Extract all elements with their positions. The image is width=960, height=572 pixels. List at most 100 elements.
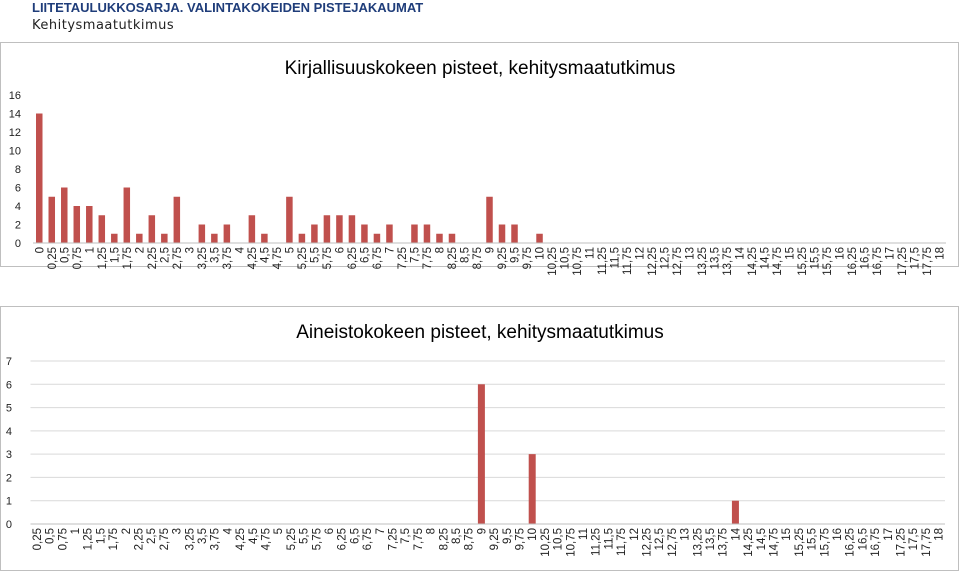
x-tick-label: 15,5 [810,247,822,269]
x-tick-label: 8,5 [459,247,471,263]
bar-1,25 [98,215,106,243]
bar-5,5 [311,224,318,243]
bar-9,25 [498,224,506,243]
x-tick-label: 9,75 [515,528,527,550]
x-tick-label: 6,5 [359,247,371,263]
x-tick-label: 3,75 [210,528,222,550]
x-tick-label: 8,25 [438,528,450,550]
x-tick-label: 17,75 [921,528,933,557]
document-subheading: Kehitysmaatutkimus [32,18,175,33]
x-tick-label: 2 [121,528,133,534]
bar-1,75 [123,187,131,243]
x-tick-label: 9,25 [489,528,501,550]
x-tick-label: 11 [578,528,590,540]
x-tick-label: 2 [134,247,146,253]
x-tick-label: 2,25 [147,247,159,269]
kirjallisuuskoe-bar-chart: Kirjallisuuskokeen pisteet, kehitysmaatu… [0,42,959,276]
y-tick-label: 10 [9,146,21,158]
bar-7 [386,224,393,243]
bar-7,5 [411,224,418,243]
x-tick-label: 16,5 [857,528,869,550]
x-tick-label: 14 [730,527,742,540]
x-tick-label: 9,25 [497,247,509,269]
x-tick-label: 12,5 [654,528,666,550]
y-tick-label: 4 [6,426,12,438]
x-tick-label: 17 [885,247,897,260]
x-tick-label: 9,5 [510,247,522,263]
x-tick-label: 5,5 [299,528,311,544]
bar-3,25 [198,224,206,243]
x-tick-label: 16,5 [860,247,872,269]
x-tick-label: 14,25 [743,528,755,557]
y-tick-label: 6 [6,379,12,391]
y-tick-label: 2 [6,472,12,484]
bar-2,75 [173,196,181,243]
x-tick-label: 14,25 [747,247,759,276]
y-tick-label: 1 [6,496,12,508]
x-tick-label: 0,25 [47,247,59,269]
x-tick-label: 16,25 [847,247,859,276]
x-tick-label: 9 [485,247,497,253]
bar-5,25 [298,233,306,243]
x-tick-label: 12,75 [667,528,679,557]
bar-5 [286,196,293,243]
x-tick-label: 5,25 [286,528,298,550]
x-tick-label: 8 [426,528,438,534]
chart-title: Kirjallisuuskokeen pisteet, kehitysmaatu… [285,58,676,79]
x-tick-label: 15 [785,247,797,260]
x-tick-label: 3,25 [197,247,209,269]
x-tick-label: 10,75 [565,528,577,557]
x-tick-label: 8,75 [472,247,484,269]
aineistokoe-bar-chart: Aineistokokeen pisteet, kehitysmaatutkim… [0,306,959,571]
x-tick-label: 5,75 [311,528,323,550]
bar-6,75 [373,233,381,243]
x-tick-label: 12 [629,528,641,541]
bar-6 [336,215,343,243]
x-tick-label: 1,75 [108,528,120,550]
x-tick-label: 1,25 [97,247,109,269]
x-tick-label: 3,25 [184,528,196,550]
y-tick-label: 4 [15,201,21,213]
y-tick-label: 0 [15,238,21,250]
y-tick-label: 8 [15,164,21,176]
x-tick-label: 11,75 [616,528,628,556]
x-tick-label: 2,25 [133,528,145,550]
x-tick-label: 0 [34,247,46,253]
x-tick-label: 4,75 [272,247,284,269]
bar-2 [136,233,143,243]
x-tick-label: 7,25 [387,528,399,550]
x-tick-label: 2,75 [172,247,184,269]
x-tick-label: 4 [222,527,234,534]
x-tick-label: 5,25 [297,247,309,269]
x-tick-label: 9 [476,528,488,534]
x-tick-label: 2,75 [159,528,171,550]
x-tick-label: 11,25 [591,528,603,556]
bar-6,5 [361,224,368,243]
x-axis-ticks: 0,25 0,5 0,75 1 1,25 1,5 1,75 2 2,25 2,5 2,75 3 3,25… [32,527,946,556]
x-tick-label: 1 [70,528,82,534]
bar-14 [731,500,739,524]
x-tick-label: 14,75 [772,247,784,276]
y-tick-label: 0 [6,519,12,531]
y-tick-label: 12 [9,127,21,139]
y-tick-label: 6 [15,183,21,195]
x-tick-label: 13,25 [697,247,709,276]
bar-9,5 [511,224,518,243]
x-tick-label: 6,5 [349,528,361,544]
x-tick-label: 7 [375,528,387,534]
bar-3,75 [223,224,231,243]
x-tick-label: 4,5 [248,528,260,544]
x-tick-label: 17,5 [908,528,920,550]
x-tick-label: 13,5 [710,247,722,269]
x-tick-label: 5 [273,528,285,534]
x-tick-label: 0,75 [57,528,69,550]
x-tick-label: 12,75 [672,247,684,276]
x-tick-label: 14,5 [760,247,772,269]
x-tick-label: 17 [883,528,895,541]
x-tick-label: 10,25 [547,247,559,276]
x-axis-ticks: 0 0,25 0,5 0,75 1 1,25 1,5 1,75 2 2,25 2,5 2,75 3 3,2… [34,246,946,275]
y-tick-label: 3 [6,449,12,461]
x-tick-label: 0,5 [59,247,71,263]
bar-10 [536,233,543,243]
x-tick-label: 9,5 [502,528,514,544]
